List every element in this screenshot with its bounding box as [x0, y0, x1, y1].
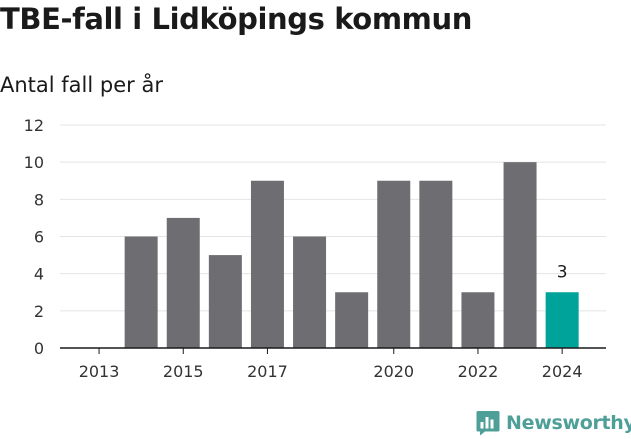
bar-2017	[250, 180, 284, 348]
x-tick-label: 2015	[163, 362, 204, 381]
y-tick-label: 12	[24, 116, 44, 135]
y-tick-label: 4	[34, 265, 44, 284]
chart-title: TBE-fall i Lidköpings kommun	[0, 2, 472, 36]
x-tick-label: 2013	[79, 362, 120, 381]
newsworthy-logo: Newsworthy	[476, 408, 631, 438]
chart-subtitle: Antal fall per år	[0, 73, 163, 97]
y-tick-label: 6	[34, 228, 44, 247]
bar-chart: 0 2 4 6 8 10 12 2013 2015 2017 2020 2022 2024 3	[24, 116, 606, 381]
bar-2014	[124, 236, 158, 348]
x-tick-label: 2020	[373, 362, 414, 381]
bar-2018	[293, 236, 327, 348]
y-tick-label: 2	[34, 302, 44, 321]
brand-name: Newsworthy	[506, 412, 631, 434]
bar-2023	[503, 162, 537, 348]
y-tick-label: 10	[24, 153, 44, 172]
bar-2016	[208, 255, 242, 348]
bar-chart-speech-bubble-icon	[476, 411, 500, 436]
data-label: 3	[557, 262, 568, 282]
y-tick-label: 0	[34, 339, 44, 358]
bar-2021	[419, 180, 453, 348]
x-tick-label: 2022	[458, 362, 499, 381]
x-tick-label: 2024	[542, 362, 583, 381]
bar-2019	[335, 292, 369, 348]
bar-2022	[461, 292, 495, 348]
x-tick-label: 2017	[247, 362, 288, 381]
bar-2015	[166, 217, 200, 348]
bar-2024	[545, 292, 579, 348]
y-tick-label: 8	[34, 190, 44, 209]
bar-2020	[377, 180, 411, 348]
